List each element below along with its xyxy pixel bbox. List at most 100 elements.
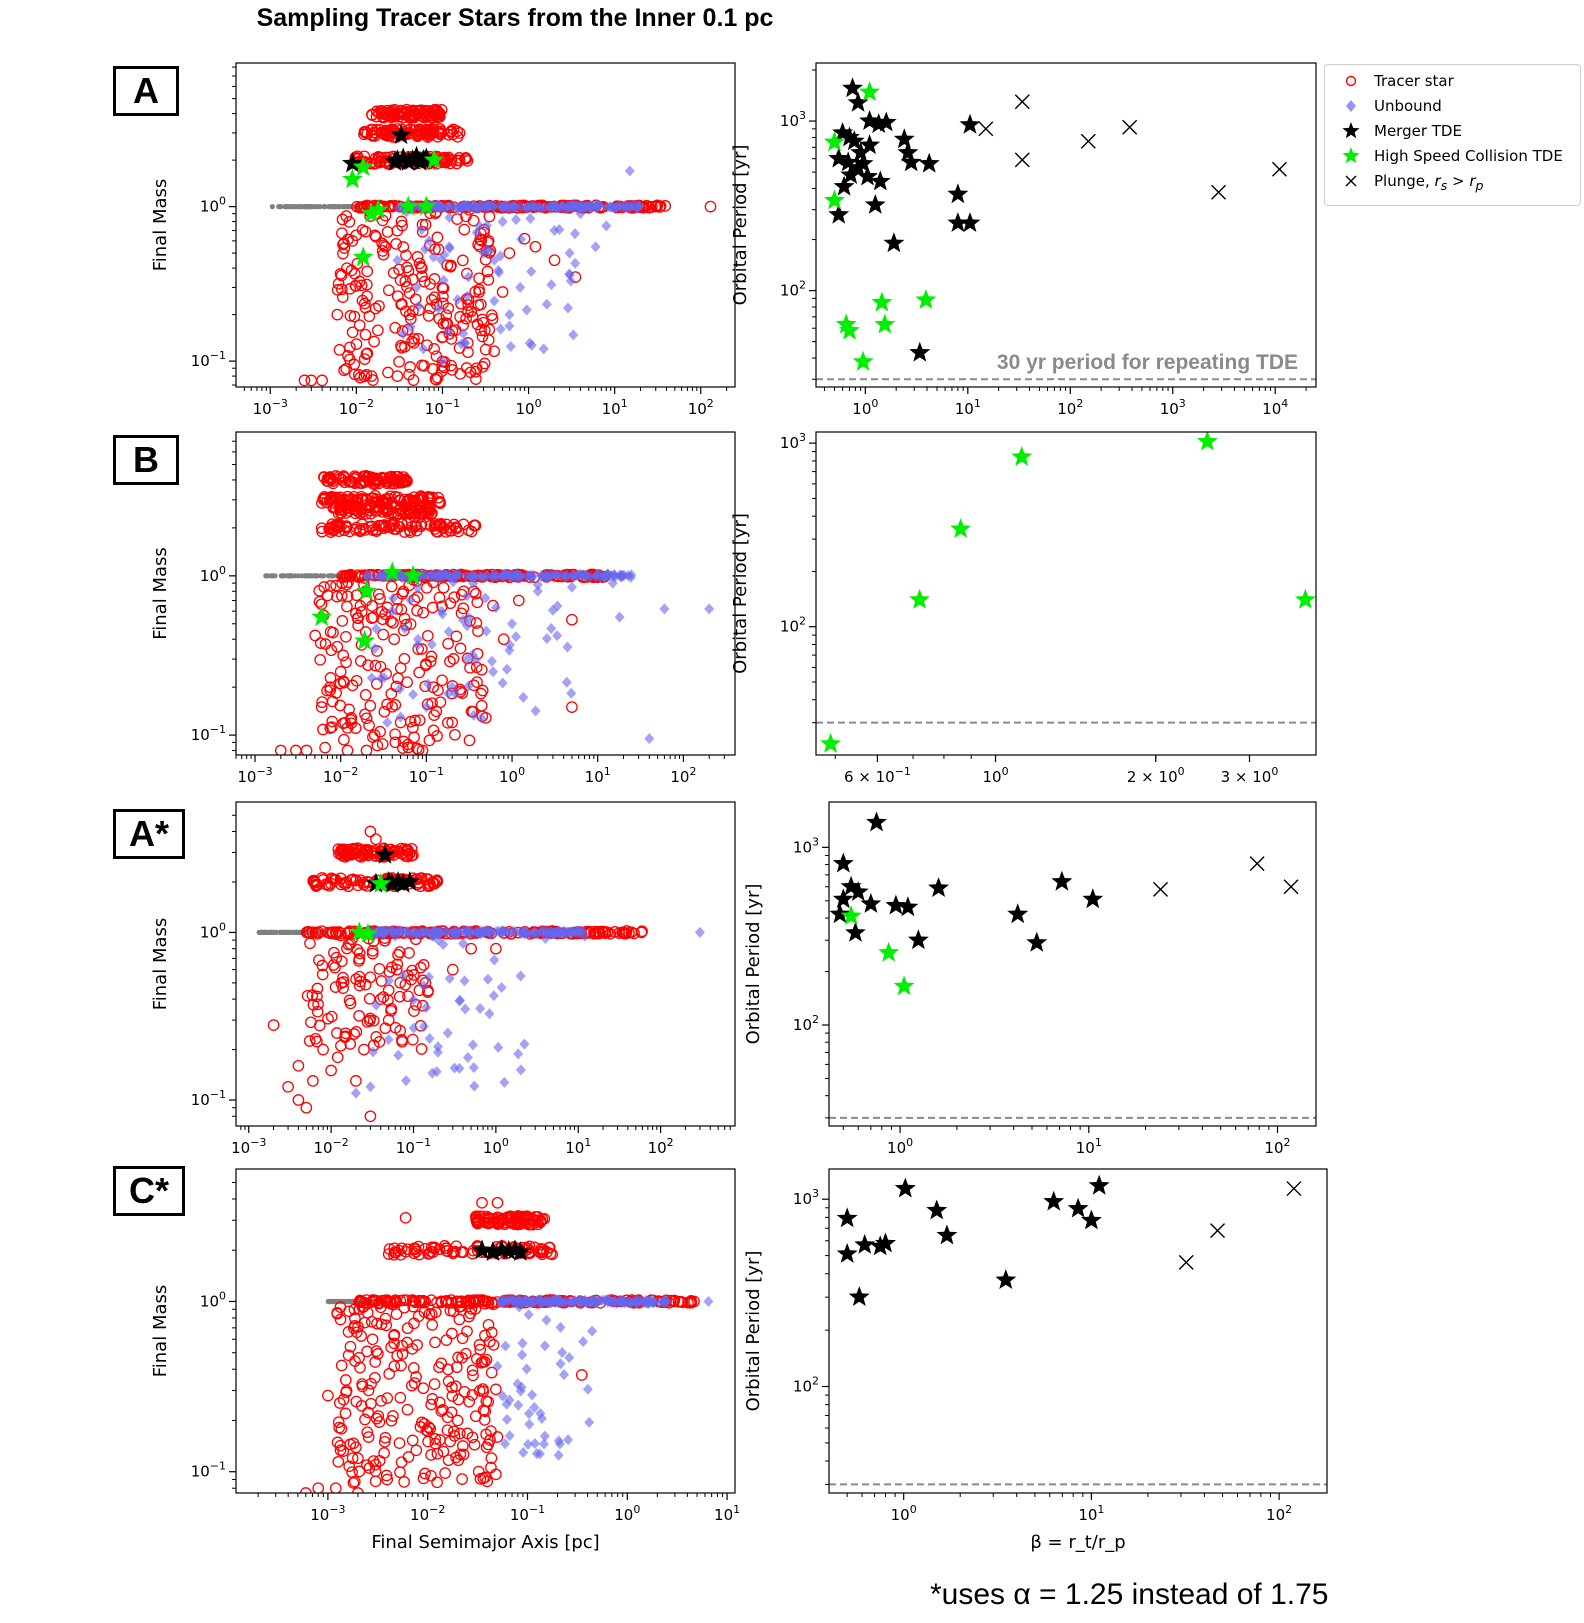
- tracer-point: [487, 1339, 500, 1351]
- tracer-point: [473, 272, 485, 285]
- tracer-point: [481, 1210, 493, 1223]
- unbound-point: [411, 281, 422, 293]
- unbound-point: [519, 1038, 530, 1050]
- tracer-point: [335, 1422, 348, 1435]
- tracer-point: [306, 989, 319, 1001]
- merger-tde-star: [832, 852, 854, 873]
- plot-area: [816, 77, 1316, 381]
- tracer-point: [446, 1381, 458, 1394]
- tracer-point: [445, 125, 458, 137]
- x-tick-label: 101: [1078, 1503, 1104, 1524]
- legend-tracer-label: Tracer star: [1374, 72, 1454, 90]
- unbound-marker-icon: [1346, 100, 1356, 112]
- unbound-point: [437, 202, 448, 214]
- tracer-point: [428, 1242, 441, 1255]
- tracer-point: [336, 577, 349, 590]
- tracer-point: [414, 1421, 427, 1433]
- tracer-point: [332, 1455, 345, 1468]
- unbound-point: [566, 687, 577, 699]
- tracer-point: [346, 1452, 359, 1465]
- plunge-x-icon: [1345, 175, 1357, 187]
- tracer-point: [360, 348, 373, 360]
- tracer-point: [345, 714, 357, 726]
- tracer-point: [425, 294, 438, 306]
- merger-tde-star: [840, 875, 862, 896]
- unbound-point: [536, 571, 547, 583]
- tracer-point: [442, 1454, 455, 1467]
- tracer-point: [412, 105, 425, 118]
- hsc-tde-star: [367, 199, 389, 219]
- tracer-point: [340, 210, 353, 222]
- unbound-point: [644, 733, 655, 745]
- tracer-point: [429, 1433, 442, 1445]
- unbound-point: [562, 641, 573, 653]
- tracer-point: [362, 1431, 375, 1443]
- tracer-point: [442, 637, 454, 650]
- tracer-point: [343, 1460, 356, 1473]
- tracer-point: [401, 1243, 414, 1256]
- gray-point: [347, 1298, 353, 1305]
- tracer-point: [425, 1398, 438, 1411]
- unbound-point: [471, 226, 482, 238]
- tracer-point: [332, 1416, 345, 1429]
- tracer-point: [465, 305, 478, 318]
- tracer-point: [400, 249, 412, 262]
- tracer-point: [416, 359, 428, 372]
- tracer-point: [444, 597, 457, 610]
- tracer-point: [478, 1414, 491, 1426]
- hsc-tde-star: [402, 564, 424, 585]
- tracer-point: [490, 1383, 502, 1396]
- unbound-point: [423, 971, 434, 983]
- tracer-point: [354, 874, 367, 886]
- unbound-point: [455, 994, 466, 1006]
- unbound-point: [350, 1087, 361, 1099]
- tracer-point: [373, 300, 385, 312]
- x-tick-label: 10−2: [313, 1136, 348, 1157]
- y-tick-label: 103: [780, 109, 806, 130]
- tracer-point: [402, 738, 414, 751]
- merger-tde-star: [859, 134, 880, 155]
- tracer-point: [613, 927, 625, 939]
- tracer-point: [393, 946, 406, 958]
- tracer-point: [346, 235, 359, 247]
- unbound-point: [575, 208, 586, 220]
- gray-point: [346, 204, 352, 210]
- unbound-point: [569, 200, 580, 212]
- tracer-point: [331, 1027, 343, 1039]
- merger-tde-star: [839, 126, 860, 147]
- tracer-point: [348, 310, 361, 323]
- tracer-point: [379, 1431, 392, 1444]
- tracer-point: [316, 525, 328, 538]
- unbound-point: [704, 603, 715, 615]
- tracer-point: [407, 849, 419, 861]
- merger-tde-star: [926, 1199, 948, 1220]
- tracer-point: [452, 1351, 464, 1364]
- plunge-marker: [1080, 133, 1096, 149]
- tracer-point: [370, 230, 382, 243]
- tracer-point: [399, 275, 412, 288]
- tracer-point: [356, 294, 369, 307]
- merger-tde-star: [875, 1232, 896, 1253]
- tracer-point: [396, 219, 408, 232]
- tracer-point: [481, 265, 494, 278]
- tracer-point: [439, 1295, 452, 1308]
- hsc-tde-star: [361, 202, 382, 223]
- tracer-point: [353, 1465, 366, 1478]
- tracer-point: [323, 879, 336, 892]
- tracer-point: [566, 701, 578, 713]
- unbound-point: [458, 199, 469, 211]
- tracer-point: [401, 1403, 414, 1416]
- tracer-point: [335, 878, 347, 891]
- tracer-point: [425, 508, 437, 520]
- gray-point: [326, 204, 332, 210]
- gray-point: [332, 204, 338, 210]
- plunge-marker: [1271, 161, 1287, 177]
- unbound-point: [432, 1046, 443, 1058]
- tracer-point: [395, 603, 408, 616]
- legend-tracer: Tracer star: [1325, 69, 1580, 93]
- unbound-point: [488, 201, 499, 213]
- tracer-point: [407, 1300, 420, 1313]
- unbound-point: [369, 642, 380, 654]
- tracer-point: [267, 1019, 280, 1031]
- tracer-point: [398, 1301, 411, 1314]
